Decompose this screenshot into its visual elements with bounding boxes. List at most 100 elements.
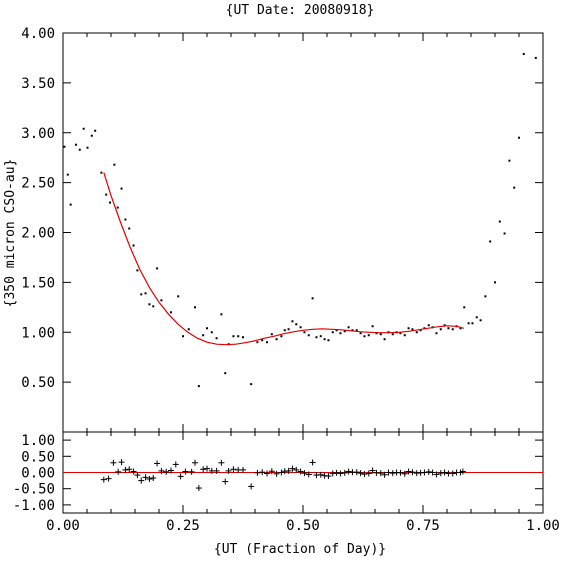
residual-panel-y-tick-label: 0.00 [21,466,55,482]
data-point [160,299,163,302]
data-point [82,127,85,130]
data-point [435,332,438,335]
data-point [256,341,259,344]
data-point [391,333,394,336]
residual-point [248,483,255,490]
data-point [367,334,370,337]
residual-point [122,466,129,473]
residual-point [225,467,232,474]
data-point [475,316,478,319]
data-point [315,336,318,339]
residual-point [163,468,170,475]
residual-point [317,471,324,478]
data-point [74,143,77,146]
data-point [427,324,430,327]
residual-point [325,473,332,480]
data-point [105,193,108,196]
fit-curve [103,172,464,346]
residual-point [353,469,360,476]
residual-panel-y-tick-label: 1.00 [21,433,55,449]
data-point [66,173,69,176]
data-point [503,232,506,235]
residual-point [110,459,117,466]
residual-point [449,470,456,477]
residual-point [254,469,261,476]
residual-point [441,469,448,476]
residual-panel: -1.00-0.500.000.501.000.00 0.25 0.50 0.75 1.… [13,431,560,534]
residual-point [240,466,246,473]
residual-point [222,478,229,485]
data-point [152,305,155,308]
residual-point [182,468,189,475]
data-point [451,328,454,331]
data-point [343,330,346,333]
residual-point [150,475,157,482]
residual-point [204,465,210,472]
data-point [419,329,422,332]
x-tick-label: 1.00 [526,518,560,534]
data-point [498,220,501,223]
data-point [355,329,358,332]
x-axis-title: {UT (Fraction of Day)} [214,542,386,557]
data-point [534,56,537,59]
data-point [210,331,213,334]
data-point [220,313,223,316]
data-point [128,227,131,230]
residual-point [357,470,364,477]
residual-point [105,475,112,482]
data-point [489,240,492,243]
data-point [522,52,525,55]
data-point [261,339,264,342]
data-point [459,327,462,330]
data-point [215,337,218,340]
residual-point [425,468,432,475]
residual-point [421,469,428,476]
residual-point [365,470,372,477]
data-point [359,332,362,335]
residual-point [377,470,384,477]
data-point [518,136,520,139]
data-point [411,328,414,331]
top-panel-y-tick-label: 4.00 [21,26,55,42]
data-point [494,281,496,284]
data-point [339,332,342,335]
data-point [237,335,240,338]
data-point [287,328,290,331]
x-tick-label: 0.25 [166,518,200,534]
x-tick-label: 0.75 [406,518,440,534]
data-point [403,334,406,337]
data-point [94,129,97,132]
residual-point [278,469,285,476]
residual-point [433,471,440,478]
residual-point [264,470,270,477]
data-point [140,293,143,296]
residual-point [200,466,207,473]
data-point [351,329,354,332]
data-point [100,171,103,174]
data-point [311,297,314,300]
residual-point [146,475,153,482]
data-point [78,148,81,151]
residual-point [158,467,165,474]
data-point [307,334,310,337]
data-point [194,306,196,309]
data-point [407,327,410,330]
residual-point [333,469,340,476]
residual-point [130,468,137,475]
top-panel-y-tick-label: 2.00 [21,226,55,242]
data-point [120,187,123,190]
residual-point [329,470,336,477]
data-point [335,329,338,332]
data-point [144,292,147,295]
residual-panel-y-tick-label: 0.50 [21,449,55,465]
data-point [69,203,72,206]
data-point [383,338,386,341]
data-point [447,327,450,330]
residual-point [142,474,149,481]
residual-point [218,459,225,466]
residual-point [309,459,316,466]
data-point [331,331,334,334]
residual-point [337,470,344,477]
residual-point [385,469,392,476]
data-point [266,341,268,344]
